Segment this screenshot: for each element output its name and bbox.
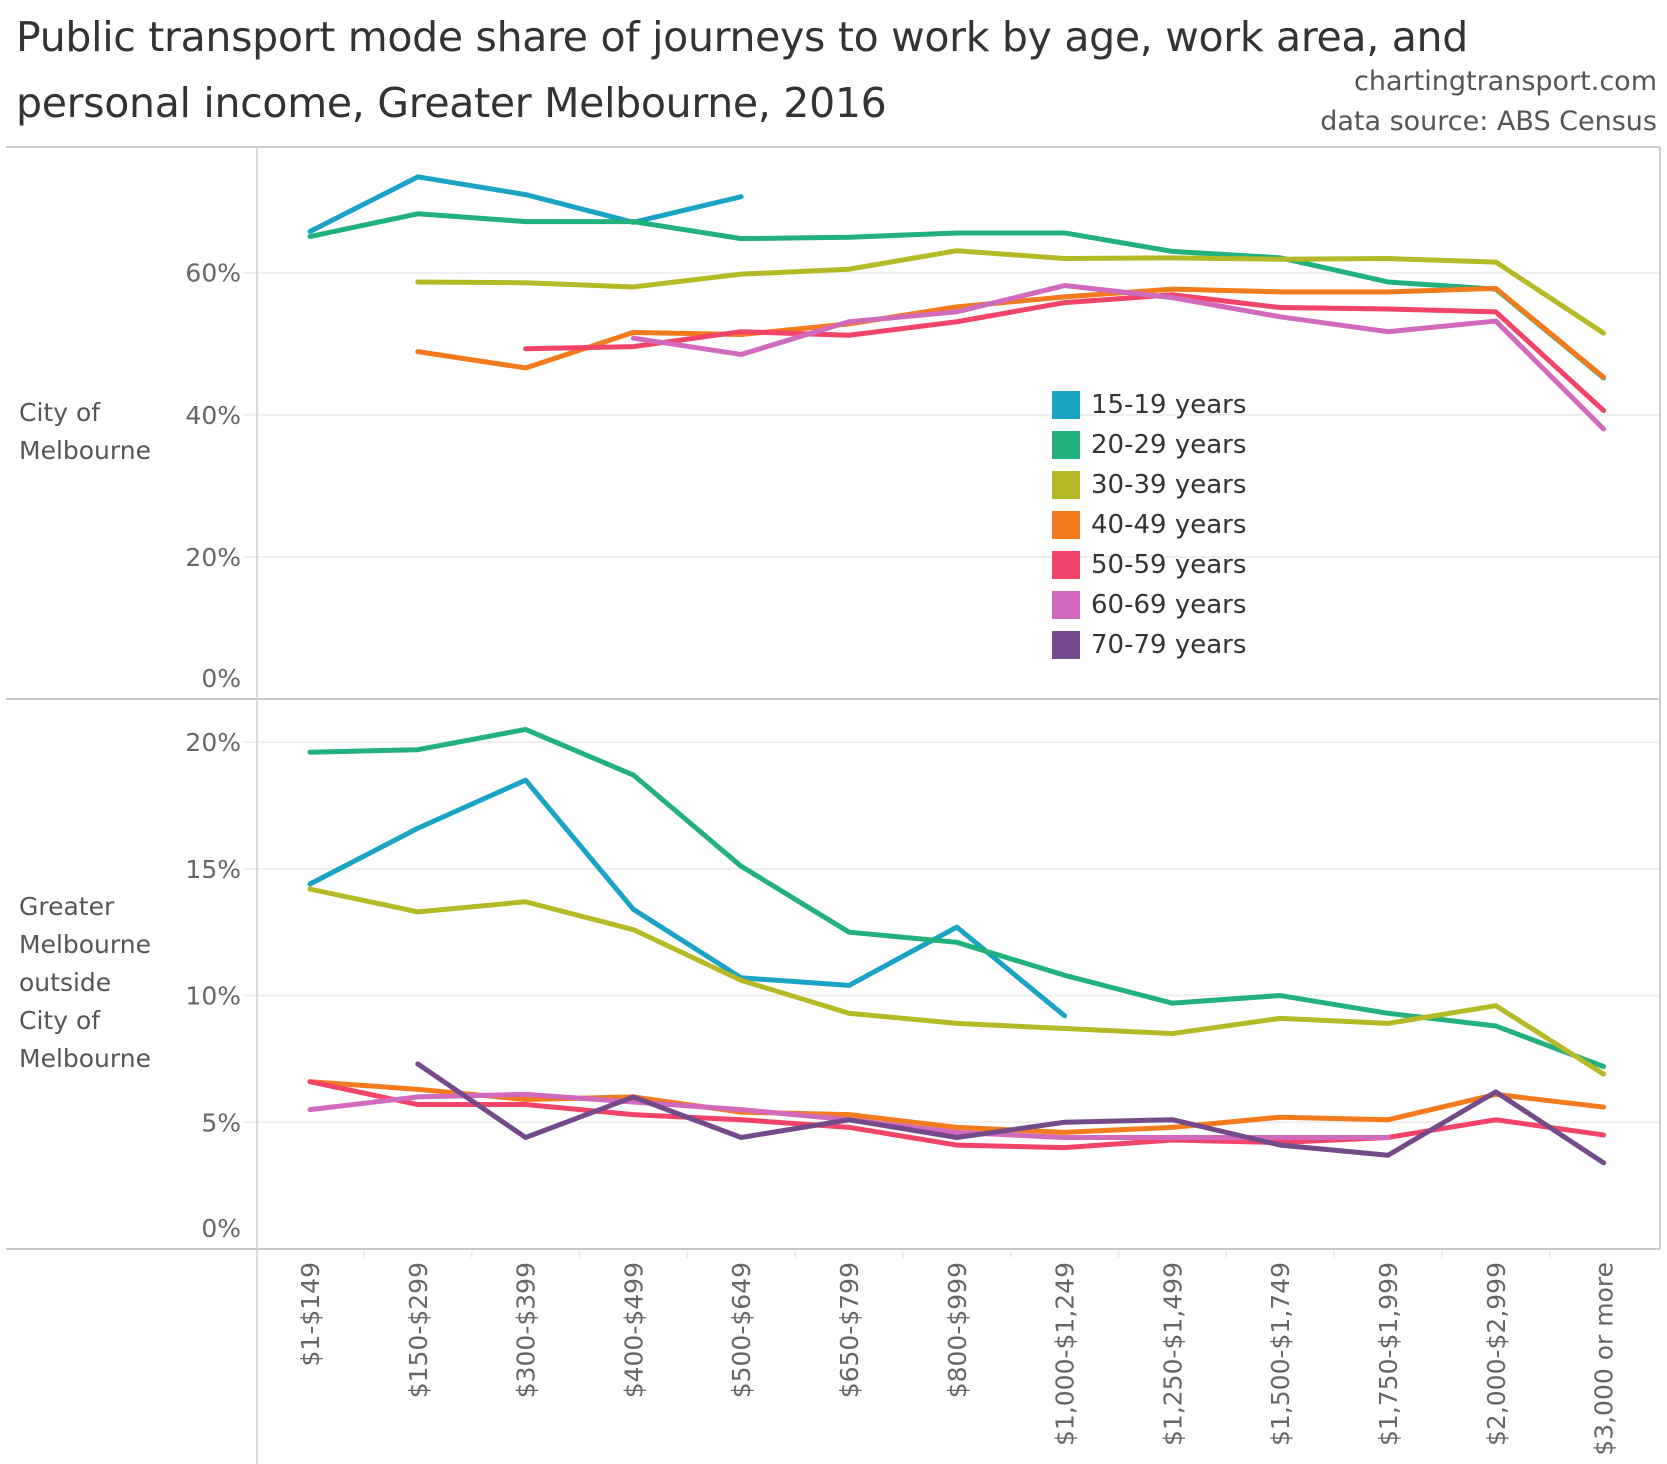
legend-swatch <box>1052 471 1080 499</box>
series-line-30-39-years <box>307 886 1607 1077</box>
row-headers: City of Melbourne Greater Melbourne outside C… <box>19 398 151 1073</box>
chart-frame <box>6 146 1661 1464</box>
row-header-line: Melbourne <box>19 436 151 465</box>
legend-swatch <box>1052 431 1080 459</box>
row-header-label: Greater Melbourne outside City of Melbourne <box>19 892 151 1073</box>
legend-label: 50-59 years <box>1091 550 1247 580</box>
legend-item: 15-19 years <box>1052 385 1246 425</box>
series-line-20-29-years <box>307 211 1607 381</box>
row-header-line: Greater <box>19 892 115 921</box>
gridlines <box>243 271 1660 1250</box>
y-axes: 0% 20% 40% 60% 0% 5% 10% 15% 20% <box>185 259 241 1243</box>
row-header-line: City of <box>19 398 101 427</box>
legend-label: 20-29 years <box>1091 430 1247 460</box>
y-tick-label: 60% <box>185 259 241 288</box>
row-header-line: Melbourne <box>19 930 151 959</box>
y-tick-label: 0% <box>201 664 241 693</box>
x-tick-label: $1,500-$1,749 <box>1266 1262 1295 1446</box>
credit-data-source: data source: ABS Census <box>1320 106 1657 137</box>
legend-item: 70-79 years <box>1052 625 1246 665</box>
x-tick-label: $800-$999 <box>943 1262 972 1398</box>
x-tick-label: $300-$399 <box>512 1262 541 1398</box>
legend-label: 30-39 years <box>1091 470 1247 500</box>
x-axis-labels: $1-$149 $150-$299 $300-$399 $400-$499 $500-$… <box>296 1262 1619 1456</box>
legend-swatch <box>1052 551 1080 579</box>
legend-item: 60-69 years <box>1052 585 1246 625</box>
series-line-15-19-years <box>307 777 1068 1019</box>
legend-swatch <box>1052 391 1080 419</box>
chart-title: Public transport mode share of journeys … <box>16 13 1468 127</box>
series-line-40-49-years <box>307 1079 1607 1135</box>
series-line-20-29-years <box>307 726 1607 1070</box>
y-tick-label: 40% <box>185 401 241 430</box>
series-line-60-69-years <box>630 283 1607 432</box>
legend-swatch <box>1052 591 1080 619</box>
y-tick-label: 5% <box>201 1108 241 1137</box>
x-tick-label: $650-$799 <box>835 1262 864 1398</box>
x-tick-label: $1,000-$1,249 <box>1051 1262 1080 1446</box>
x-tick-label: $150-$299 <box>404 1262 433 1398</box>
y-tick-label: 15% <box>185 855 241 884</box>
credit-website: chartingtransport.com <box>1354 66 1657 97</box>
y-tick-label: 0% <box>201 1214 241 1243</box>
x-tick-label: $1,750-$1,999 <box>1374 1262 1403 1446</box>
row-header-line: City of <box>19 1006 101 1035</box>
legend-label: 40-49 years <box>1091 510 1247 540</box>
series-lines <box>307 174 1607 1166</box>
legend-item: 50-59 years <box>1052 545 1246 585</box>
y-tick-label: 10% <box>185 982 241 1011</box>
legend-label: 70-79 years <box>1091 630 1247 660</box>
legend-label: 60-69 years <box>1091 590 1247 620</box>
series-line-30-39-years <box>415 248 1607 336</box>
x-tick-label: $2,000-$2,999 <box>1482 1262 1511 1446</box>
legend-item: 20-29 years <box>1052 425 1246 465</box>
y-tick-label: 20% <box>185 543 241 572</box>
x-tick-label: $1,250-$1,499 <box>1158 1262 1187 1446</box>
x-tick-label: $1-$149 <box>296 1262 325 1366</box>
x-tick-label: $3,000 or more <box>1590 1262 1619 1456</box>
row-header-line: Melbourne <box>19 1044 151 1073</box>
legend-item: 30-39 years <box>1052 465 1246 505</box>
series-line-50-59-years <box>523 292 1607 414</box>
legend-item: 40-49 years <box>1052 505 1246 545</box>
series-line-70-79-years <box>415 1061 1607 1166</box>
legend: 15-19 years 20-29 years 30-39 years 40-49 y… <box>1052 385 1246 665</box>
row-header-label: City of Melbourne <box>19 398 151 465</box>
legend-label: 15-19 years <box>1091 390 1247 420</box>
x-tick-label: $500-$649 <box>727 1262 756 1398</box>
series-line-40-49-years <box>415 285 1607 380</box>
legend-swatch <box>1052 511 1080 539</box>
y-tick-label: 20% <box>185 728 241 757</box>
x-tick-label: $400-$499 <box>619 1262 648 1398</box>
series-line-15-19-years <box>307 174 744 235</box>
legend-swatch <box>1052 631 1080 659</box>
row-header-line: outside <box>19 968 111 997</box>
